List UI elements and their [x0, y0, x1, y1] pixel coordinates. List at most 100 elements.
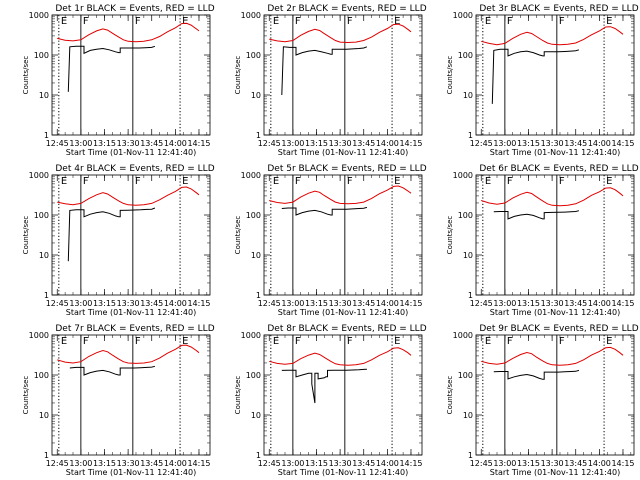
y-axis-label: Counts/sec — [446, 216, 454, 255]
x-tick-label: 13:00 — [281, 459, 304, 468]
x-tick-label: 13:15 — [305, 459, 328, 468]
y-tick-label: 1000 — [453, 331, 473, 340]
y-axis-label: Counts/sec — [22, 376, 30, 415]
y-axis-label: Counts/sec — [22, 216, 30, 255]
chart-panel-9: Det 9r BLACK = Events, RED = LLD 1 10 100 10… — [446, 324, 639, 477]
x-tick-label: 13:45 — [564, 459, 587, 468]
x-tick-label: 14:00 — [164, 139, 187, 148]
chart-panel-4: Det 4r BLACK = Events, RED = LLD 1 10 100 10… — [22, 164, 215, 317]
y-tick-label: 100 — [246, 211, 261, 220]
y-axis-label: Counts/sec — [234, 216, 242, 255]
y-tick-label: 10 — [463, 411, 473, 420]
marker-label: F — [83, 16, 89, 27]
y-tick-label: 10 — [463, 251, 473, 260]
series-line-lld — [481, 187, 624, 207]
y-tick-label: 1 — [468, 451, 473, 460]
y-tick-label: 1 — [468, 291, 473, 300]
x-tick-label: 14:15 — [399, 459, 422, 468]
x-tick-label: 13:30 — [541, 299, 564, 308]
y-tick-label: 10 — [39, 91, 49, 100]
series-line-lld — [57, 344, 200, 364]
x-tick-label: 13:00 — [493, 459, 516, 468]
x-tick-label: 14:15 — [611, 139, 634, 148]
x-tick-label: 12:45 — [46, 459, 69, 468]
marker-label: F — [507, 176, 513, 187]
marker-label: F — [347, 336, 353, 347]
series-line-lld — [57, 186, 200, 206]
y-tick-label: 10 — [251, 91, 261, 100]
x-axis-label: Start Time (01-Nov-11 12:41:40) — [490, 308, 620, 317]
marker-label: E — [485, 16, 491, 27]
series-line-lld — [269, 185, 412, 205]
series-line-events — [67, 207, 156, 262]
x-tick-label: 13:15 — [517, 459, 540, 468]
chart-panel-3: Det 3r BLACK = Events, RED = LLD 1 10 100 10… — [446, 4, 639, 157]
x-tick-label: 14:00 — [588, 459, 611, 468]
series-line-events — [493, 210, 580, 220]
x-tick-label: 14:00 — [588, 139, 611, 148]
y-tick-label: 10 — [39, 411, 49, 420]
x-tick-label: 13:15 — [517, 299, 540, 308]
plot-frame — [475, 14, 635, 136]
plot-frame — [51, 14, 211, 136]
series-line-events — [493, 369, 580, 380]
x-tick-label: 13:15 — [517, 139, 540, 148]
series-line-events — [67, 45, 156, 92]
marker-label: F — [559, 336, 565, 347]
marker-label: E — [394, 176, 400, 187]
x-tick-label: 14:15 — [187, 299, 210, 308]
x-tick-label: 14:00 — [588, 299, 611, 308]
x-axis-label: Start Time (01-Nov-11 12:41:40) — [278, 148, 408, 157]
series-line-lld — [57, 22, 200, 43]
x-tick-label: 14:15 — [611, 459, 634, 468]
x-axis-label: Start Time (01-Nov-11 12:41:40) — [490, 148, 620, 157]
chart-title: Det 9r BLACK = Events, RED = LLD — [479, 324, 638, 334]
marker-label: F — [559, 16, 565, 27]
x-tick-label: 12:45 — [470, 459, 493, 468]
y-tick-label: 1000 — [29, 171, 49, 180]
x-tick-label: 14:15 — [187, 139, 210, 148]
marker-label: E — [61, 176, 67, 187]
y-tick-label: 100 — [458, 211, 473, 220]
marker-label: F — [347, 16, 353, 27]
y-axis-label: Counts/sec — [446, 56, 454, 95]
x-tick-label: 13:45 — [564, 299, 587, 308]
marker-label: E — [394, 16, 400, 27]
chart-title: Det 4r BLACK = Events, RED = LLD — [55, 164, 214, 174]
y-axis-label: Counts/sec — [234, 376, 242, 415]
x-tick-label: 12:45 — [258, 139, 281, 148]
x-tick-label: 13:45 — [140, 139, 163, 148]
chart-panel-1: Det 1r BLACK = Events, RED = LLD 1 10 100 10… — [22, 4, 215, 157]
series-line-lld — [269, 23, 412, 44]
chart-title: Det 6r BLACK = Events, RED = LLD — [479, 164, 638, 174]
marker-label: F — [347, 176, 353, 187]
y-tick-label: 1 — [44, 451, 49, 460]
x-tick-label: 13:45 — [352, 299, 375, 308]
chart-title: Det 1r BLACK = Events, RED = LLD — [55, 4, 214, 14]
marker-label: F — [559, 176, 565, 187]
y-tick-label: 10 — [251, 411, 261, 420]
series-line-events — [281, 46, 368, 96]
x-tick-label: 13:30 — [329, 299, 352, 308]
y-tick-label: 1 — [44, 291, 49, 300]
marker-label: E — [182, 16, 188, 27]
y-axis-label: Counts/sec — [446, 376, 454, 415]
marker-label: F — [135, 336, 141, 347]
x-tick-label: 13:45 — [352, 459, 375, 468]
x-tick-label: 13:30 — [329, 459, 352, 468]
marker-label: F — [83, 336, 89, 347]
y-axis-label: Counts/sec — [234, 56, 242, 95]
x-tick-label: 13:30 — [329, 139, 352, 148]
plot-frame — [51, 334, 211, 456]
x-tick-label: 14:15 — [611, 299, 634, 308]
x-tick-label: 14:00 — [376, 459, 399, 468]
x-axis-label: Start Time (01-Nov-11 12:41:40) — [66, 308, 196, 317]
marker-label: E — [485, 336, 491, 347]
x-tick-label: 13:00 — [69, 139, 92, 148]
y-axis-label: Counts/sec — [22, 56, 30, 95]
x-tick-label: 13:30 — [117, 299, 140, 308]
plot-frame — [475, 174, 635, 296]
marker-label: E — [61, 16, 67, 27]
marker-label: F — [135, 16, 141, 27]
